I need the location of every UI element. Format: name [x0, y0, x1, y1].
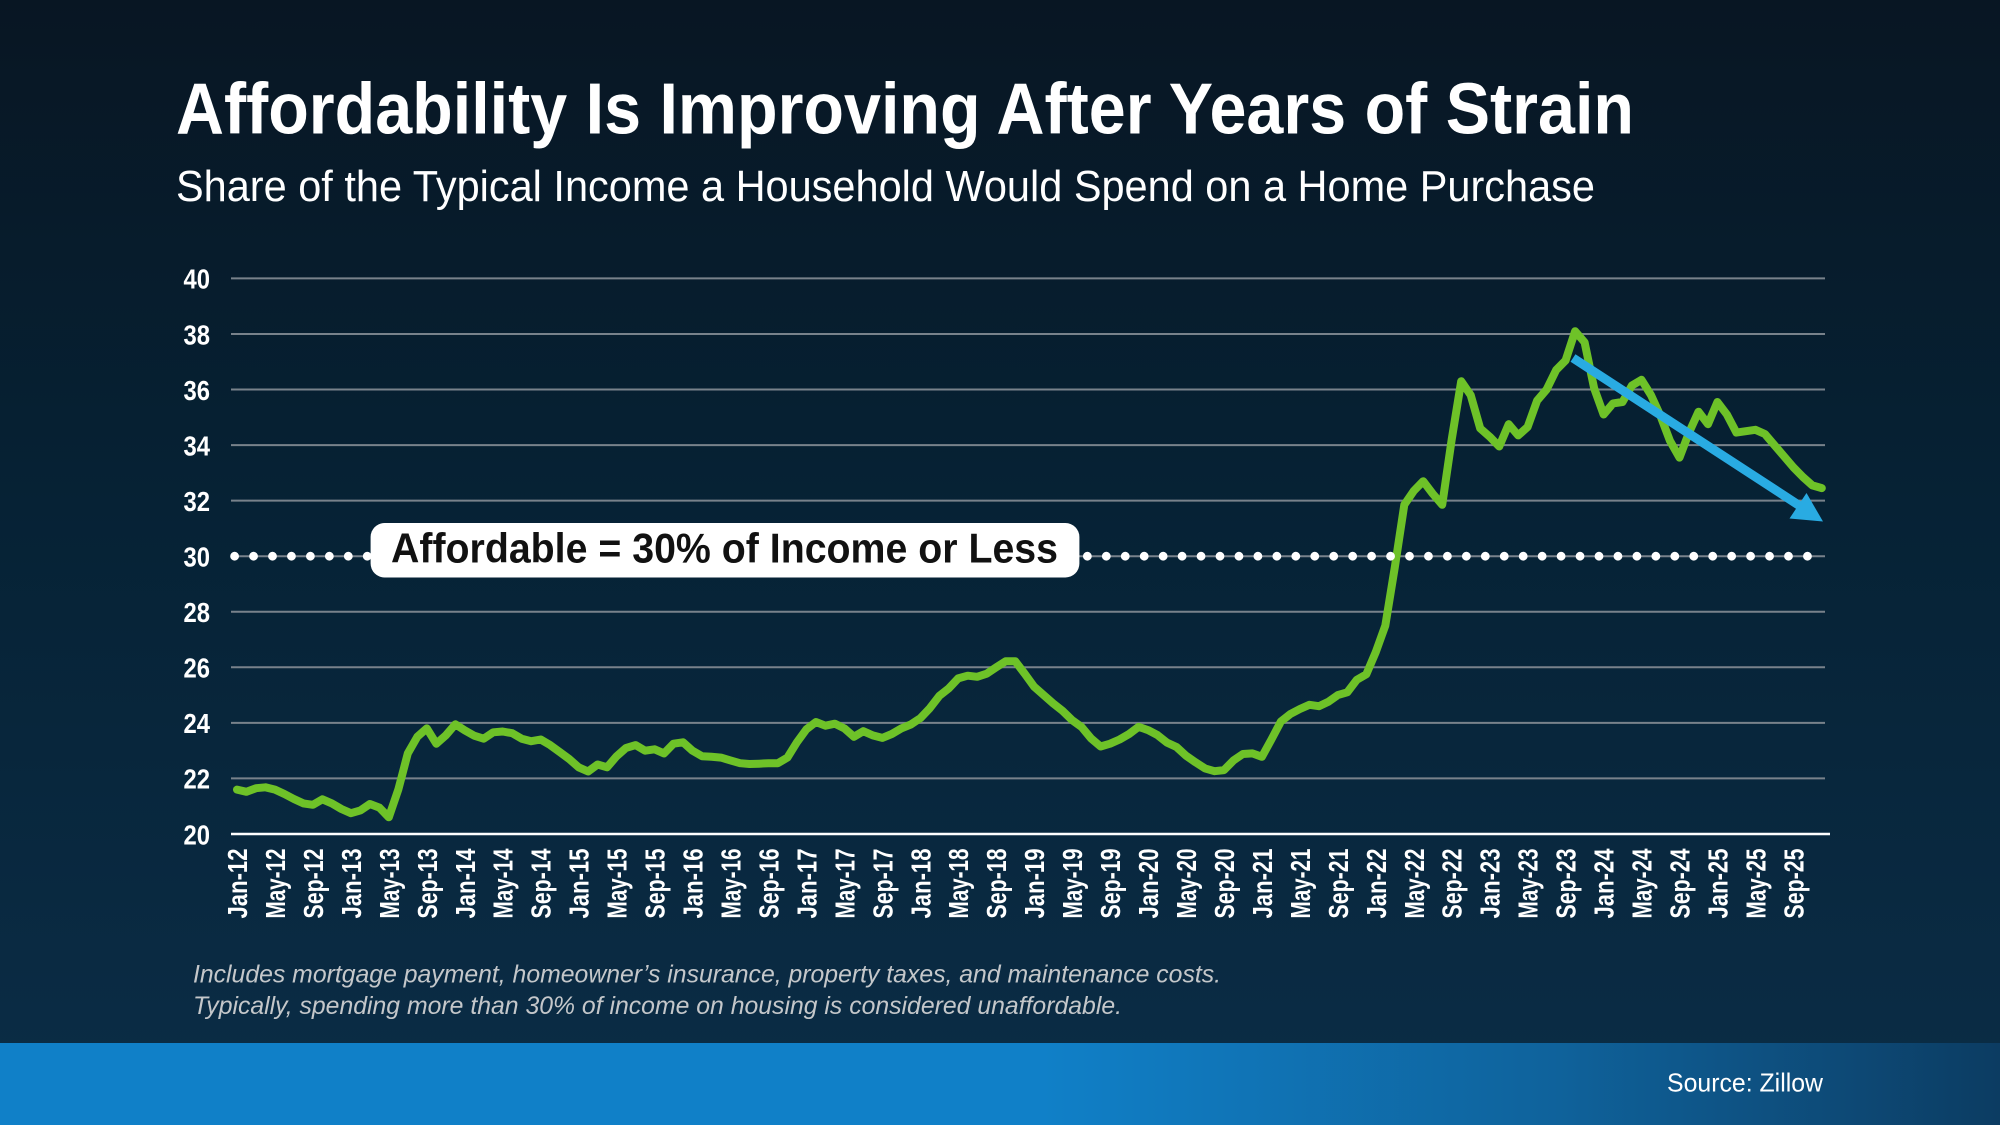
svg-text:May-21: May-21	[1285, 849, 1316, 919]
svg-text:May-22: May-22	[1399, 849, 1430, 919]
svg-text:Sep-23: Sep-23	[1551, 849, 1582, 919]
svg-text:24: 24	[184, 708, 211, 739]
svg-text:36: 36	[184, 375, 211, 406]
svg-text:Affordable = 30% of Income or: Affordable = 30% of Income or Less	[391, 525, 1058, 572]
svg-text:Jan-23: Jan-23	[1475, 849, 1506, 919]
svg-text:Jan-20: Jan-20	[1133, 849, 1164, 919]
svg-text:Jan-13: Jan-13	[336, 849, 367, 919]
svg-text:Sep-25: Sep-25	[1778, 849, 1809, 919]
svg-text:Jan-12: Jan-12	[222, 849, 253, 919]
svg-text:Share of the Typical Income a: Share of the Typical Income a Household …	[176, 163, 1595, 211]
svg-text:34: 34	[184, 430, 211, 461]
svg-text:May-12: May-12	[260, 849, 291, 919]
svg-text:26: 26	[184, 653, 211, 684]
svg-text:May-20: May-20	[1171, 849, 1202, 919]
svg-text:Jan-21: Jan-21	[1247, 849, 1278, 919]
svg-text:Sep-14: Sep-14	[526, 848, 557, 919]
svg-text:Jan-22: Jan-22	[1361, 849, 1392, 919]
svg-text:May-13: May-13	[374, 849, 405, 919]
svg-text:Sep-21: Sep-21	[1323, 849, 1354, 919]
svg-text:20: 20	[184, 819, 211, 850]
svg-text:Jan-15: Jan-15	[564, 849, 595, 919]
svg-text:Jan-17: Jan-17	[791, 849, 822, 919]
svg-text:Sep-15: Sep-15	[640, 849, 671, 919]
svg-text:Sep-12: Sep-12	[298, 849, 329, 919]
svg-text:May-17: May-17	[829, 849, 860, 919]
svg-text:Jan-18: Jan-18	[905, 849, 936, 919]
svg-text:Jan-14: Jan-14	[450, 848, 481, 919]
svg-text:Jan-24: Jan-24	[1589, 848, 1620, 919]
svg-text:Sep-20: Sep-20	[1209, 849, 1240, 919]
svg-text:Affordability Is Improving Aft: Affordability Is Improving After Years o…	[176, 70, 1634, 150]
svg-text:32: 32	[184, 486, 211, 517]
svg-text:May-18: May-18	[943, 849, 974, 919]
svg-text:Sep-18: Sep-18	[981, 849, 1012, 919]
svg-text:40: 40	[184, 264, 211, 295]
svg-text:Sep-16: Sep-16	[753, 849, 784, 919]
svg-text:May-24: May-24	[1627, 848, 1658, 919]
svg-text:Typically, spending more than: Typically, spending more than 30% of inc…	[193, 992, 1122, 1020]
svg-text:Jan-19: Jan-19	[1019, 849, 1050, 919]
svg-text:Sep-22: Sep-22	[1437, 849, 1468, 919]
svg-text:Jan-16: Jan-16	[678, 849, 709, 919]
svg-text:30: 30	[184, 542, 211, 573]
svg-text:May-25: May-25	[1740, 849, 1771, 919]
svg-text:Sep-13: Sep-13	[412, 849, 443, 919]
svg-text:22: 22	[184, 764, 211, 795]
svg-text:May-23: May-23	[1513, 849, 1544, 919]
svg-text:Sep-24: Sep-24	[1665, 848, 1696, 919]
svg-text:38: 38	[184, 319, 211, 350]
svg-text:Jan-25: Jan-25	[1702, 849, 1733, 919]
svg-text:28: 28	[184, 597, 211, 628]
svg-text:May-14: May-14	[488, 848, 519, 919]
svg-text:Sep-17: Sep-17	[867, 849, 898, 919]
svg-text:May-16: May-16	[716, 849, 747, 919]
svg-text:Includes mortgage payment, hom: Includes mortgage payment, homeowner’s i…	[193, 961, 1221, 989]
svg-text:May-19: May-19	[1057, 849, 1088, 919]
svg-text:Sep-19: Sep-19	[1095, 849, 1126, 919]
svg-text:Source: Zillow: Source: Zillow	[1667, 1068, 1823, 1098]
svg-text:May-15: May-15	[602, 849, 633, 919]
